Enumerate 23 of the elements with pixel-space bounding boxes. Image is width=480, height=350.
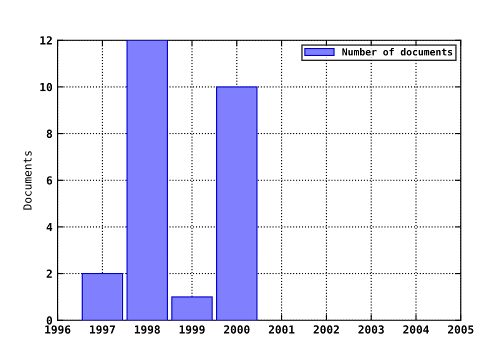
bar (126, 40, 168, 320)
y-tick-label: 2 (46, 270, 52, 278)
x-tick-label: 2002 (314, 325, 339, 334)
legend-label: Number of documents (342, 48, 452, 56)
bar (82, 273, 124, 320)
x-tick-label: 1996 (45, 325, 70, 334)
x-tick-label: 2001 (268, 325, 294, 334)
y-tick-label: 8 (46, 130, 52, 138)
y-tick-label: 4 (46, 223, 52, 232)
y-tick-label: 10 (40, 82, 52, 92)
y-axis-title: Documents (23, 151, 32, 210)
y-tick-label: 0 (46, 316, 52, 325)
bar (216, 86, 258, 320)
y-tick-label: 12 (40, 36, 52, 44)
bar (171, 296, 213, 320)
x-tick-label: 2003 (358, 325, 384, 334)
x-tick-label: 2005 (448, 325, 474, 334)
y-tick-label: 6 (46, 176, 52, 185)
x-tick-label: 1999 (180, 325, 205, 334)
x-tick-label: 2000 (224, 325, 250, 334)
x-tick-label: 1998 (134, 325, 160, 334)
x-tick-label: 2004 (403, 325, 429, 334)
x-tick-label: 1997 (90, 325, 115, 334)
